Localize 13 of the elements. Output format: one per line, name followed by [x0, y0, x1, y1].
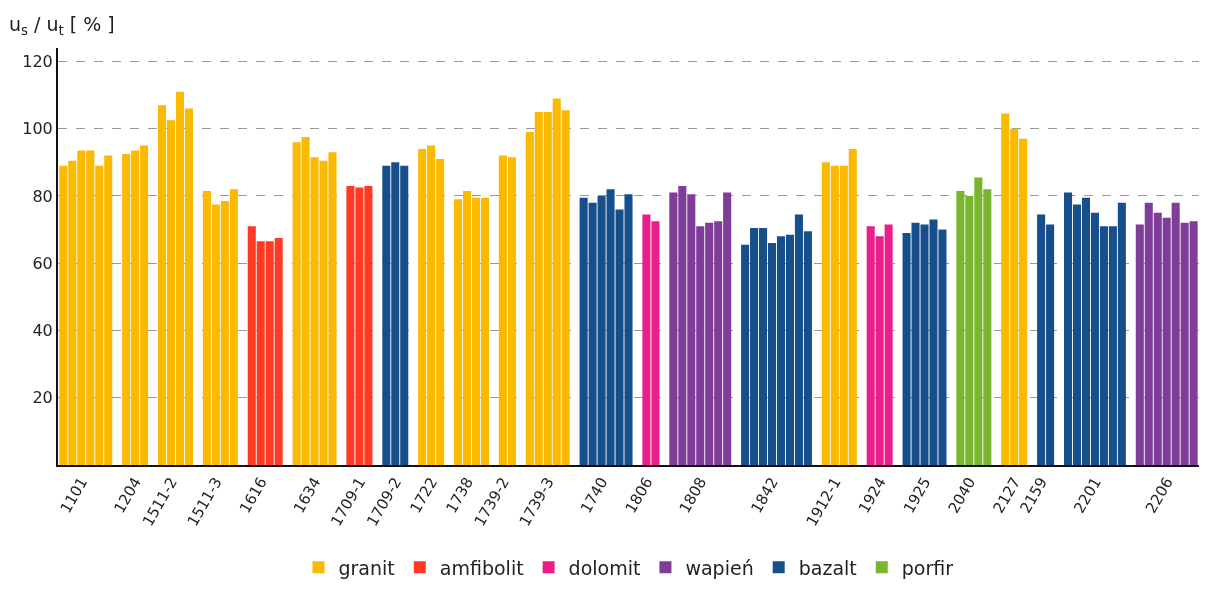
legend-label: amfibolit	[439, 556, 524, 579]
y-tick-label: 40	[32, 321, 53, 341]
y-tick-label: 100	[22, 119, 53, 139]
y-axis-title: u$_{s}$ / u$_{t}$ [ % ]	[9, 13, 115, 38]
legend-label: bazalt	[798, 556, 857, 579]
y-tick-label: 80	[32, 186, 53, 206]
y-tick-label: 20	[32, 388, 53, 408]
legend-label: dolomit	[568, 556, 641, 579]
legend-label: porfir	[901, 556, 954, 579]
legend-label: granit	[338, 556, 395, 579]
y-tick-label: 60	[32, 253, 53, 273]
legend-label: wapień	[685, 556, 754, 579]
y-tick-label: 120	[22, 52, 53, 72]
